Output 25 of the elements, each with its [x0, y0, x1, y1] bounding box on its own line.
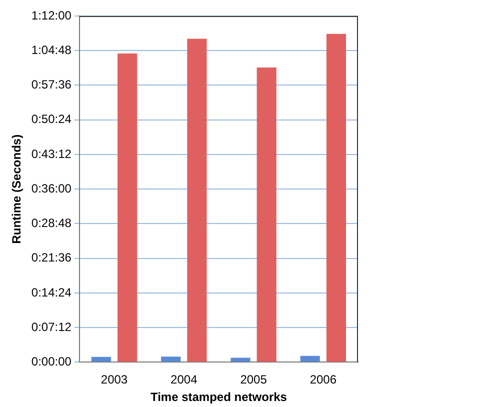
y-tick-label: 0:28:48	[31, 216, 72, 230]
bar	[187, 38, 207, 362]
bar	[161, 356, 181, 362]
x-tick-label: 2006	[310, 372, 337, 387]
bar	[230, 358, 250, 362]
y-tick-label: 0:21:36	[31, 250, 72, 265]
y-tick-label: 0:36:00	[31, 181, 72, 196]
bar	[256, 67, 276, 362]
x-tick-label: 2004	[170, 372, 198, 387]
y-tick-label: 0:07:12	[31, 320, 72, 334]
x-tick-label: 2003	[100, 372, 128, 387]
bar	[118, 54, 138, 362]
bar	[326, 34, 346, 362]
y-tick-label: 1:04:48	[31, 42, 72, 57]
bar	[91, 356, 111, 362]
y-tick-label: 0:00:00	[31, 354, 72, 369]
bar	[300, 356, 320, 362]
x-tick-label: 2005	[240, 372, 268, 387]
y-tick-label: 0:57:36	[31, 78, 72, 92]
y-tick-label: 0:14:24	[31, 285, 72, 300]
y-axis-title: Runtime (Seconds)	[10, 134, 24, 244]
y-tick-label: 0:43:12	[31, 146, 72, 161]
y-tick-label: 1:12:00	[31, 8, 72, 22]
x-axis-title: Time stamped networks	[150, 390, 288, 404]
y-tick-label: 0:50:24	[31, 112, 72, 126]
